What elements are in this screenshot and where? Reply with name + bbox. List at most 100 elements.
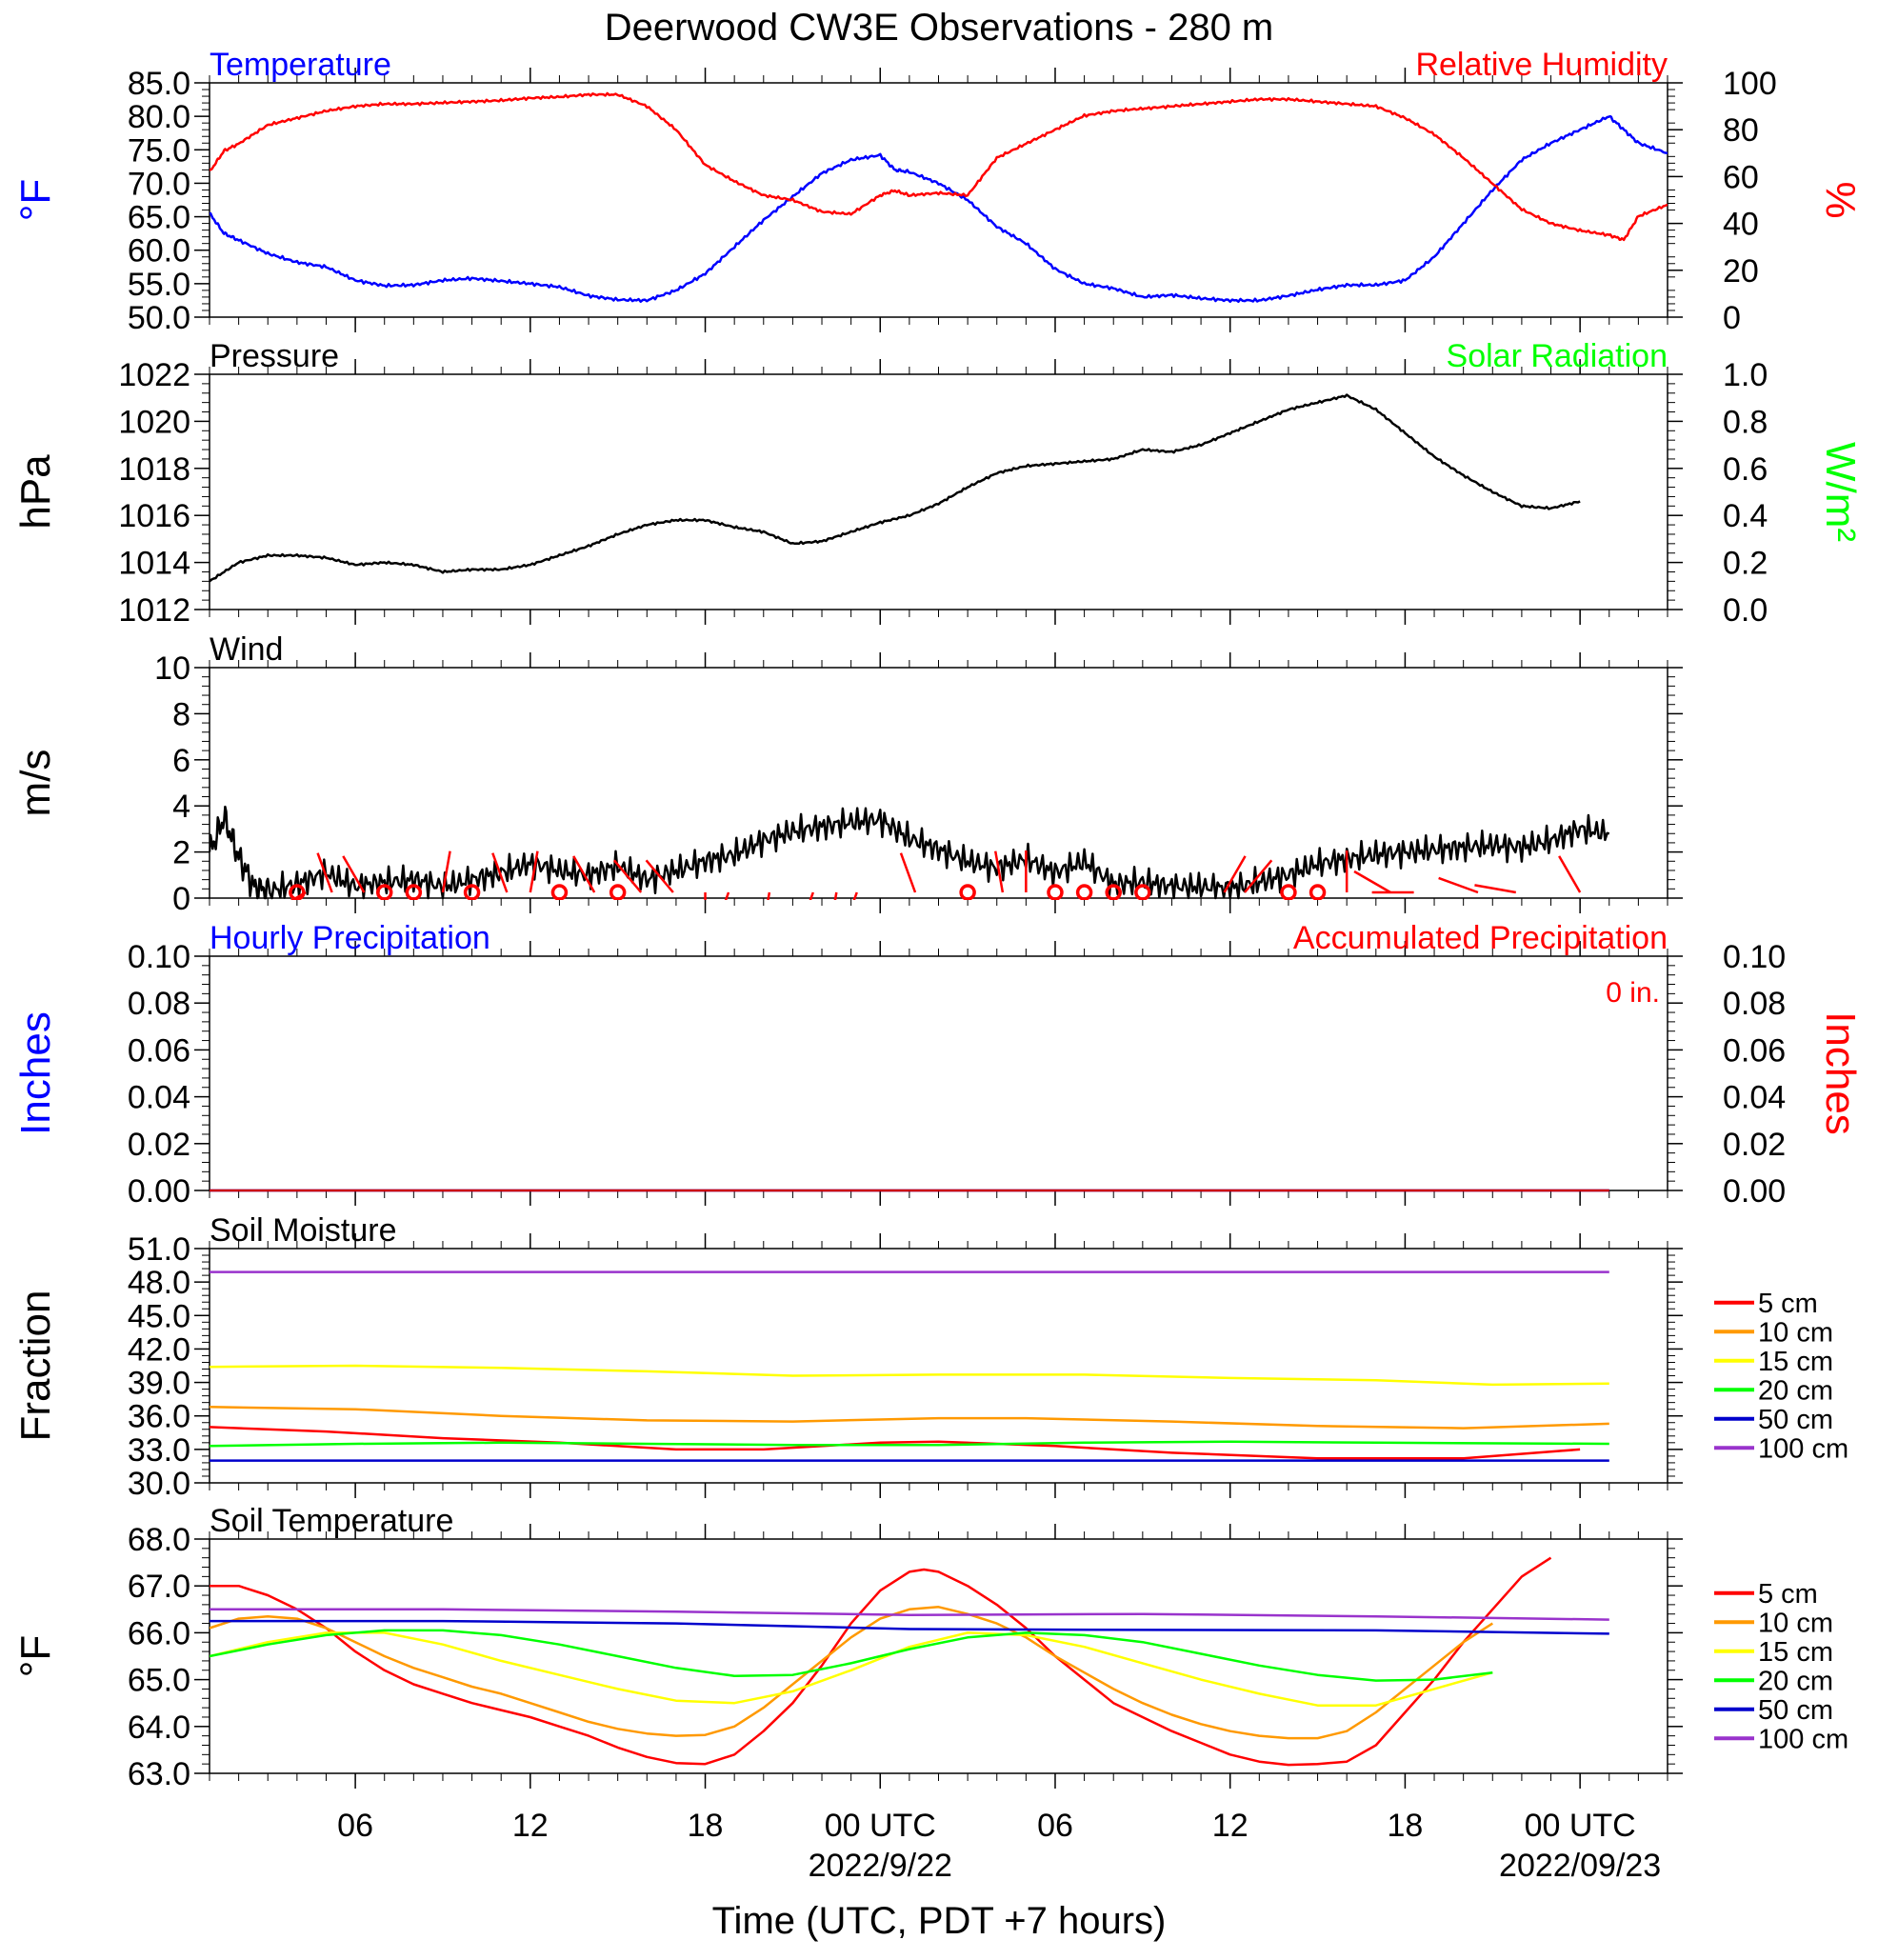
wind-barb [1244,859,1273,893]
y-tick-label-left: 6 [172,743,190,779]
y-tick-label-left: 48.0 [128,1265,190,1301]
wind-barb [852,891,858,900]
wind-barb [1474,884,1516,894]
y-tick-label-left: 30.0 [128,1466,190,1502]
panel-title-left: Pressure [210,338,339,374]
y-tick-label-left: 75.0 [128,132,190,169]
legend-label: 20 cm [1758,1666,1833,1696]
wind-barb [1223,855,1247,893]
y-tick-label-right: 0.8 [1723,404,1768,440]
y-tick-label-left: 55.0 [128,267,190,303]
legend-label: 5 cm [1758,1579,1818,1610]
series-line-relative-humidity [210,91,1668,242]
y-axis-label-left: Inches [12,1011,59,1135]
legend-label: 100 cm [1758,1724,1848,1754]
y-axis-label-left: °F [12,1635,59,1677]
y-tick-label-right: 0.6 [1723,451,1768,488]
y-tick-label-right: 0.00 [1723,1173,1786,1210]
wind-calm-marker [1280,884,1297,900]
y-tick-label-left: 51.0 [128,1231,190,1268]
legend-label: 100 cm [1758,1433,1848,1464]
wind-barb [290,890,307,900]
panel-frame [209,955,1668,1191]
series-line-10-cm [210,1406,1609,1430]
y-tick-label-left: 65.0 [128,200,190,236]
x-tick-date-label: 2022/09/23 [1499,1848,1661,1884]
wind-calm-marker [550,884,569,900]
y-tick-label-right: 0.06 [1723,1032,1786,1069]
chart-title: Deerwood CW3E Observations - 280 m [605,7,1274,49]
series-group [210,1556,1609,1767]
wind-barb [491,852,509,893]
y-axis-label-left: °F [12,179,59,221]
y-tick-label-left: 0.00 [128,1173,190,1210]
y-tick-label-right: 80 [1723,112,1759,149]
series-group [210,1270,1609,1462]
legend-label: 50 cm [1758,1405,1833,1435]
y-axis-label-left: Fraction [12,1290,59,1442]
wind-barb [1558,855,1582,893]
wind-barb [1353,870,1391,894]
wind-calm-marker [609,884,627,900]
x-tick-label: 06 [337,1808,373,1844]
panel-frame [209,82,1668,318]
y-tick-label-left: 0.02 [128,1127,190,1163]
y-tick-label-left: 60.0 [128,233,190,270]
panel-pressure: 1012 1014 1016 1018 1020 1022 0.0 0.2 0.4 0.6 0.8 1… [12,338,1864,629]
y-tick-label-left: 64.0 [128,1710,190,1746]
y-tick-label-left: 1012 [118,592,190,629]
series-line-5-cm [210,1426,1581,1460]
y-tick-label-right: 1.0 [1723,357,1768,393]
wind-barb [1438,876,1479,894]
series-line-20-cm [210,1629,1493,1682]
y-tick-label-right: 0.4 [1723,498,1768,534]
legend-label: 10 cm [1758,1317,1833,1348]
wind-barb [724,891,730,900]
x-tick-label: 18 [688,1808,724,1844]
series-group [210,805,1610,900]
y-tick-label-left: 1022 [118,357,190,393]
y-tick-label-right: 60 [1723,159,1759,195]
wind-barb [441,850,451,893]
series-group [210,393,1581,583]
x-tick-label: 18 [1388,1808,1424,1844]
series-line-50-cm [210,1619,1609,1635]
wind-barb [767,891,771,900]
y-tick-label-right: 100 [1723,66,1777,102]
series-line-5-cm [210,1556,1552,1767]
wind-barb [809,891,815,900]
panel-title-left: Hourly Precipitation [210,920,490,956]
wind-barb [316,852,333,893]
y-tick-label-left: 50.0 [128,300,190,336]
wind-barb [612,859,643,893]
y-tick-label-left: 63.0 [128,1756,190,1792]
y-tick-label-left: 0 [172,881,190,917]
panel-wind: 0 2 4 6 8 10 Wind m/s [12,631,1683,917]
wind-calm-marker [405,884,423,900]
y-tick-label-left: 1020 [118,404,190,440]
y-tick-label-left: 80.0 [128,99,190,135]
wind-calm-marker [463,884,481,900]
wind-calm-marker [1309,884,1327,900]
y-tick-label-right: 0.0 [1723,592,1768,629]
wind-calm-marker [959,884,976,900]
wind-barb [899,852,917,893]
y-tick-label-right: 0.02 [1723,1127,1786,1163]
y-tick-label-right: 0.08 [1723,986,1786,1022]
x-tick-label: 00 UTC [1525,1808,1636,1844]
panel-temp_rh: 50.055.060.065.070.075.080.085.0 0 20 40 60 8… [12,47,1864,336]
panel-title-right: Solar Radiation [1447,338,1668,374]
y-tick-label-left: 42.0 [128,1331,190,1368]
y-tick-label-right: 0.2 [1723,546,1768,582]
y-tick-label-left: 70.0 [128,166,190,202]
y-tick-label-left: 2 [172,835,190,871]
accum-annotation: 0 in. [1606,977,1660,1009]
wind-barb [993,850,1005,893]
wind-calm-marker [1047,884,1064,900]
panel-title-right: Accumulated Precipitation [1293,920,1668,956]
panel-title-left: Temperature [210,47,391,83]
panel-soil_moisture: 30.033.036.039.042.045.048.051.0 Soil Moi… [12,1212,1848,1502]
y-tick-label-right: 0 [1723,300,1741,336]
